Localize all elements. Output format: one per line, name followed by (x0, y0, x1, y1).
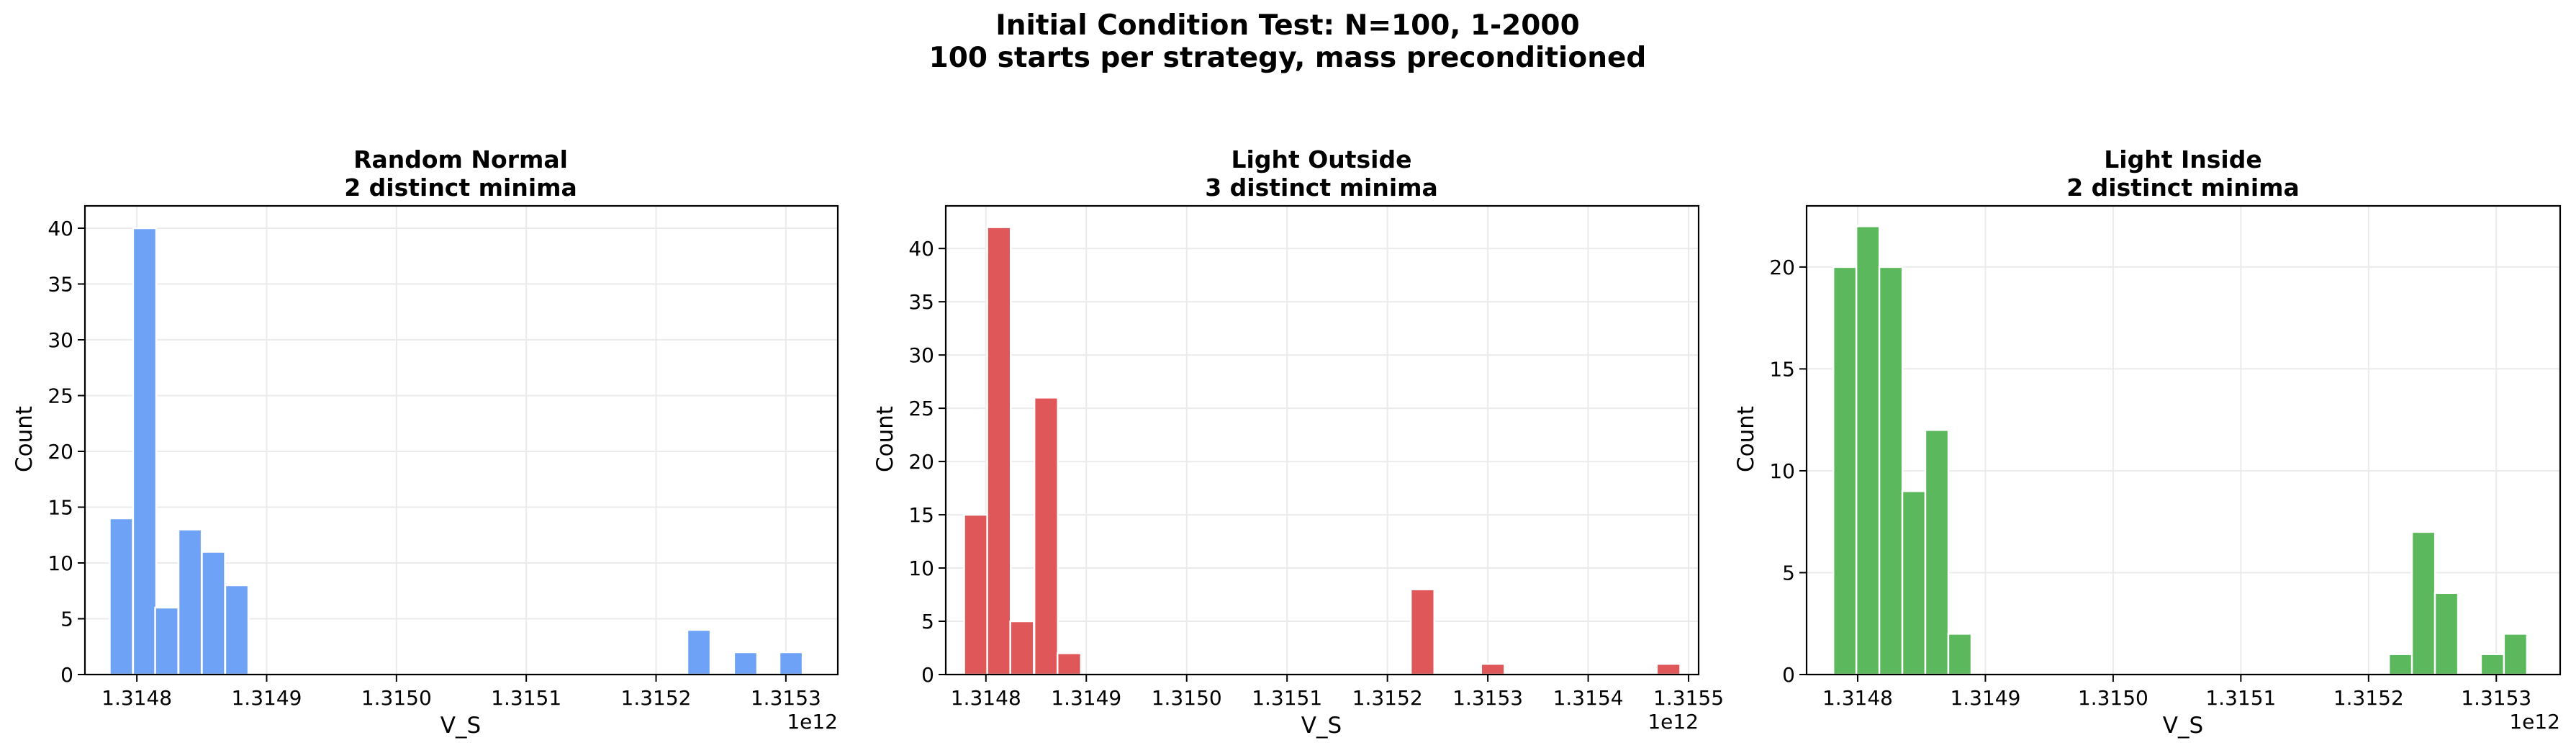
panel-title: Light Inside (2104, 145, 2261, 173)
x-axis-label: V_S (1301, 713, 1342, 739)
y-axis-label: Count (12, 406, 37, 472)
histogram-bar (1480, 662, 1506, 676)
x-tick-label: 1.3148 (1822, 686, 1893, 710)
histogram-bar (2387, 653, 2413, 676)
y-tick-label: 20 (1769, 256, 1795, 279)
y-tick-label: 5 (60, 608, 73, 631)
histogram-bar (154, 606, 179, 676)
plot-frame (944, 204, 1700, 676)
bars (963, 226, 1681, 676)
histogram-light-inside: Light Inside 2 distinct minima V_S Count… (1733, 145, 2562, 739)
y-tick-label: 20 (48, 440, 73, 464)
histogram-bar (1901, 490, 1927, 676)
histogram-bar (733, 651, 759, 676)
histogram-bar (986, 226, 1012, 676)
x-tick-label: 1.3151 (1252, 686, 1322, 710)
histogram-bar (109, 517, 134, 676)
plot-frame (83, 204, 839, 676)
x-tick-label: 1.3155 (1653, 686, 1724, 710)
histogram-bar (1924, 429, 1950, 676)
x-tick-label: 1.3153 (2461, 686, 2531, 710)
histogram-bar (1855, 225, 1881, 676)
y-tick-label: 35 (908, 290, 934, 314)
histogram-bar (1033, 397, 1059, 676)
histogram-bar (177, 528, 203, 676)
x-offset-label: 1e12 (787, 710, 838, 734)
y-tick-label: 40 (908, 237, 934, 261)
bars (1832, 225, 2528, 676)
y-axis-label: Count (1733, 406, 1759, 472)
histogram-bar (1056, 652, 1083, 676)
panel-title: Light Outside (1231, 145, 1412, 173)
x-axis-label: V_S (440, 713, 481, 739)
y-tick-label: 10 (908, 556, 934, 580)
histogram-bar (2433, 592, 2459, 676)
y-tick-label: 35 (48, 273, 73, 297)
x-tick-label: 1.3153 (751, 686, 821, 710)
x-axis-label: V_S (2163, 713, 2203, 739)
bars (109, 227, 804, 676)
y-tick-label: 10 (48, 551, 73, 575)
histogram-bar (686, 628, 712, 676)
panel-subtitle: 2 distinct minima (344, 173, 577, 202)
y-tick-label: 5 (1782, 561, 1795, 585)
histogram-bar (1009, 620, 1035, 676)
panel-title: Random Normal (353, 145, 568, 173)
histogram-bar (201, 551, 226, 676)
histogram-bar (1947, 633, 1973, 676)
x-offset-label: 1e12 (1648, 710, 1699, 734)
x-tick-label: 1.3149 (1950, 686, 2020, 710)
panel-subtitle: 3 distinct minima (1205, 173, 1438, 202)
x-tick-label: 1.3149 (1051, 686, 1121, 710)
y-tick-label: 5 (921, 610, 934, 633)
y-tick-label: 10 (1769, 459, 1795, 483)
x-tick-label: 1.3150 (2078, 686, 2148, 710)
x-tick-label: 1.3153 (1452, 686, 1523, 710)
y-tick-label: 0 (1782, 663, 1795, 687)
histogram-bar (1655, 662, 1681, 676)
plot-frame (1805, 204, 2562, 676)
y-tick-label: 15 (48, 496, 73, 520)
figure-title-line-2: 100 starts per strategy, mass preconditi… (929, 42, 1647, 74)
figure-title-line-1: Initial Condition Test: N=100, 1-2000 (995, 9, 1579, 42)
x-offset-label: 1e12 (2509, 710, 2560, 734)
y-tick-label: 30 (908, 343, 934, 367)
histogram-bar (778, 651, 804, 676)
x-tick-label: 1.3152 (2333, 686, 2404, 710)
histogram-bar (2410, 531, 2436, 676)
histogram-bar (224, 584, 250, 676)
y-tick-label: 0 (60, 663, 73, 687)
histogram-bar (132, 227, 158, 676)
y-tick-label: 0 (921, 663, 934, 687)
histogram-bar (963, 513, 989, 676)
y-tick-label: 15 (1769, 357, 1795, 381)
y-tick-label: 15 (908, 503, 934, 527)
histogram-bar (1409, 588, 1436, 676)
histogram-bar (2480, 653, 2505, 676)
x-tick-label: 1.3151 (491, 686, 561, 710)
panel-subtitle: 2 distinct minima (2066, 173, 2300, 202)
y-tick-label: 20 (908, 450, 934, 474)
histogram-random-normal: Random Normal 2 distinct minima V_S Coun… (12, 145, 839, 739)
x-tick-label: 1.3151 (2205, 686, 2276, 710)
x-tick-label: 1.3148 (951, 686, 1021, 710)
x-tick-label: 1.3150 (361, 686, 432, 710)
y-axis-label: Count (872, 406, 898, 472)
y-tick-label: 40 (48, 217, 73, 240)
x-tick-label: 1.3154 (1553, 686, 1624, 710)
x-tick-label: 1.3150 (1152, 686, 1222, 710)
x-tick-label: 1.3148 (101, 686, 172, 710)
y-tick-label: 30 (48, 328, 73, 352)
x-tick-label: 1.3152 (621, 686, 692, 710)
histogram-light-outside: Light Outside 3 distinct minima V_S Coun… (872, 145, 1724, 739)
histogram-bar (1832, 266, 1858, 676)
histogram-bar (1878, 266, 1904, 676)
y-tick-label: 25 (908, 397, 934, 420)
y-tick-label: 25 (48, 384, 73, 408)
histogram-bar (2503, 633, 2528, 676)
x-tick-label: 1.3152 (1352, 686, 1423, 710)
x-tick-label: 1.3149 (231, 686, 302, 710)
grid (85, 206, 838, 675)
